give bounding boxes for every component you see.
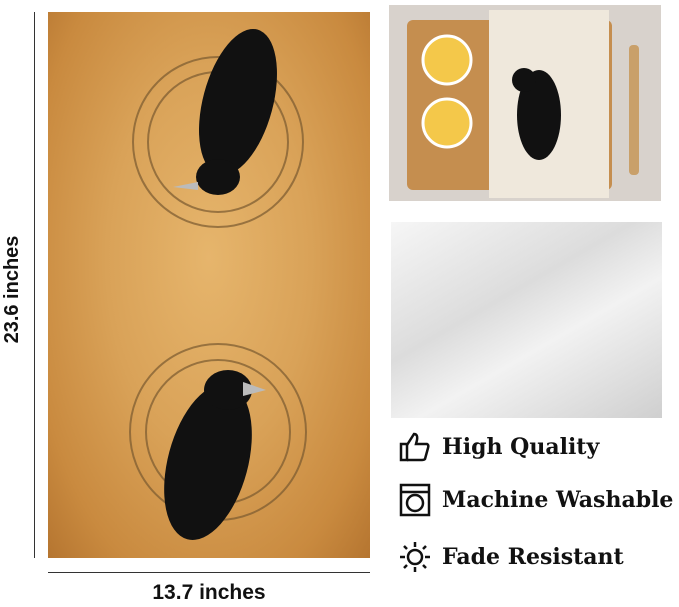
waffle-fabric-photo (391, 222, 662, 418)
thumbs-up-icon (399, 432, 430, 462)
width-label: 13.7 inches (152, 581, 266, 604)
feature-fade-resistant: Fade Resistant (398, 540, 624, 574)
feature-label: Fade Resistant (442, 544, 624, 570)
height-dimension-line (34, 12, 35, 558)
sun-icon (400, 542, 430, 572)
raven-bottom (164, 370, 266, 540)
height-label: 23.6 inches (1, 235, 23, 344)
width-dimension-line (48, 572, 370, 573)
towel-image (48, 12, 370, 558)
feature-label: High Quality (442, 434, 600, 460)
washing-machine-icon (399, 483, 431, 517)
feature-high-quality: High Quality (398, 430, 599, 464)
raven-top (173, 28, 277, 195)
feature-label: Machine Washable (442, 487, 674, 513)
kitchen-photo (389, 5, 661, 201)
feature-machine-washable: Machine Washable (398, 483, 673, 517)
